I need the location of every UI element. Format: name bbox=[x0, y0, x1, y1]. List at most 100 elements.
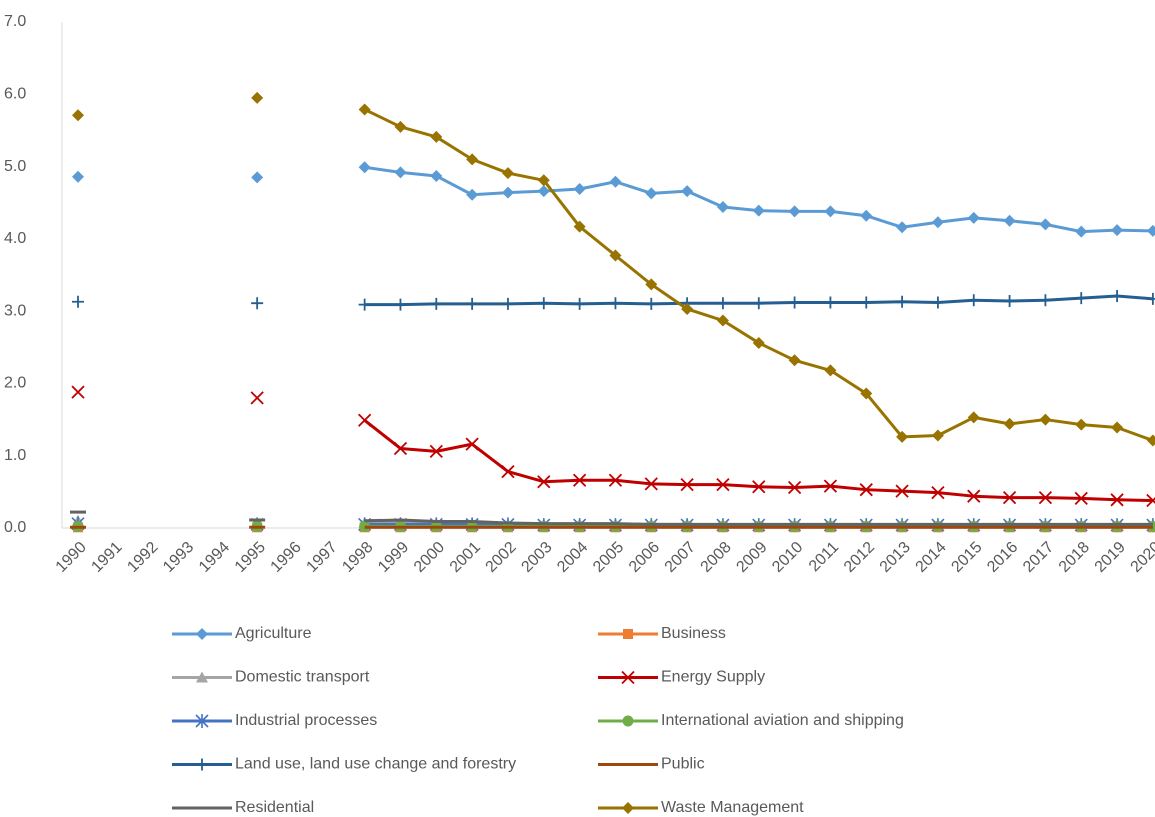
marker bbox=[1111, 289, 1124, 302]
legend-label: Waste Management bbox=[661, 799, 804, 816]
x-tick-label: 1992 bbox=[124, 539, 161, 576]
marker bbox=[896, 430, 909, 443]
marker bbox=[572, 473, 587, 487]
marker bbox=[537, 185, 550, 198]
marker bbox=[609, 297, 622, 310]
marker bbox=[573, 220, 586, 233]
x-tick-label: 1994 bbox=[196, 539, 233, 576]
legend-label: Energy Supply bbox=[661, 669, 765, 686]
marker bbox=[358, 298, 371, 311]
y-tick-label: 5.0 bbox=[4, 158, 26, 175]
x-tick-label: 1995 bbox=[232, 539, 269, 576]
x-tick-label: 1999 bbox=[375, 539, 412, 576]
marker bbox=[394, 120, 407, 133]
marker bbox=[1110, 493, 1124, 507]
x-tick-label: 2006 bbox=[626, 539, 663, 576]
x-tick-label: 2008 bbox=[698, 539, 735, 576]
legend-label: Public bbox=[661, 756, 705, 773]
marker bbox=[501, 167, 514, 180]
legend-label: International aviation and shipping bbox=[661, 712, 904, 729]
series-line bbox=[364, 518, 1153, 526]
y-tick-label: 2.0 bbox=[4, 375, 26, 392]
marker bbox=[967, 411, 980, 424]
x-tick-label: 2001 bbox=[447, 539, 484, 576]
y-tick-label: 3.0 bbox=[4, 302, 26, 319]
marker bbox=[967, 211, 980, 224]
marker bbox=[501, 464, 515, 479]
x-tick-label: 2002 bbox=[483, 539, 520, 576]
series bbox=[72, 289, 1155, 311]
marker bbox=[645, 187, 658, 200]
marker bbox=[466, 153, 479, 166]
legend-marker bbox=[621, 670, 635, 685]
legend-marker bbox=[196, 628, 208, 640]
legend-marker bbox=[195, 714, 209, 728]
marker bbox=[501, 186, 514, 199]
marker bbox=[860, 387, 873, 400]
marker bbox=[1146, 292, 1155, 305]
marker bbox=[1039, 218, 1052, 231]
x-tick-label: 2014 bbox=[913, 539, 950, 576]
marker bbox=[1146, 224, 1155, 237]
marker bbox=[1039, 294, 1052, 307]
legend-label: Business bbox=[661, 625, 726, 642]
marker bbox=[645, 297, 658, 310]
x-tick-label: 1990 bbox=[53, 539, 90, 576]
marker bbox=[609, 175, 622, 188]
marker bbox=[251, 91, 264, 104]
marker bbox=[1003, 417, 1016, 430]
marker bbox=[788, 354, 801, 367]
marker bbox=[1075, 292, 1088, 305]
x-tick-label: 1993 bbox=[160, 539, 197, 576]
marker bbox=[967, 489, 981, 503]
marker bbox=[1074, 491, 1088, 505]
x-tick-label: 2016 bbox=[984, 539, 1021, 576]
marker bbox=[680, 477, 694, 492]
marker bbox=[896, 221, 909, 234]
marker bbox=[645, 278, 658, 291]
y-tick-label: 4.0 bbox=[4, 230, 26, 247]
marker bbox=[1075, 225, 1088, 238]
marker bbox=[1002, 491, 1017, 505]
marker bbox=[1039, 413, 1052, 426]
marker bbox=[537, 475, 551, 489]
marker bbox=[573, 182, 586, 195]
x-tick-label: 2012 bbox=[841, 539, 878, 576]
marker bbox=[394, 298, 407, 311]
marker bbox=[644, 477, 658, 491]
marker bbox=[1038, 491, 1053, 505]
marker bbox=[466, 297, 479, 310]
legend-label: Domestic transport bbox=[235, 669, 370, 686]
series-line bbox=[363, 419, 1153, 503]
legend-label: Industrial processes bbox=[235, 712, 377, 729]
x-tick-label: 2020 bbox=[1128, 539, 1155, 576]
x-tick-label: 2017 bbox=[1020, 539, 1057, 576]
series-line bbox=[363, 108, 1154, 442]
marker bbox=[931, 216, 944, 229]
marker bbox=[752, 297, 765, 310]
marker bbox=[251, 171, 264, 184]
marker bbox=[1146, 434, 1155, 447]
marker bbox=[250, 391, 264, 405]
marker bbox=[537, 174, 550, 187]
marker bbox=[1003, 214, 1016, 227]
marker bbox=[716, 297, 729, 310]
x-tick-label: 2009 bbox=[733, 539, 770, 576]
marker bbox=[931, 485, 945, 500]
marker bbox=[752, 336, 765, 349]
x-tick-label: 2010 bbox=[769, 539, 806, 576]
y-tick-label: 6.0 bbox=[4, 86, 26, 103]
x-tick-label: 2013 bbox=[877, 539, 914, 576]
marker bbox=[251, 297, 264, 310]
marker bbox=[967, 294, 980, 307]
x-tick-label: 2007 bbox=[662, 539, 699, 576]
marker bbox=[537, 297, 550, 310]
marker bbox=[393, 441, 408, 456]
x-tick-label: 1997 bbox=[303, 539, 340, 576]
marker bbox=[1075, 418, 1088, 431]
marker bbox=[895, 484, 909, 498]
x-tick-label: 1998 bbox=[339, 539, 376, 576]
marker bbox=[430, 169, 443, 182]
marker bbox=[609, 249, 622, 262]
